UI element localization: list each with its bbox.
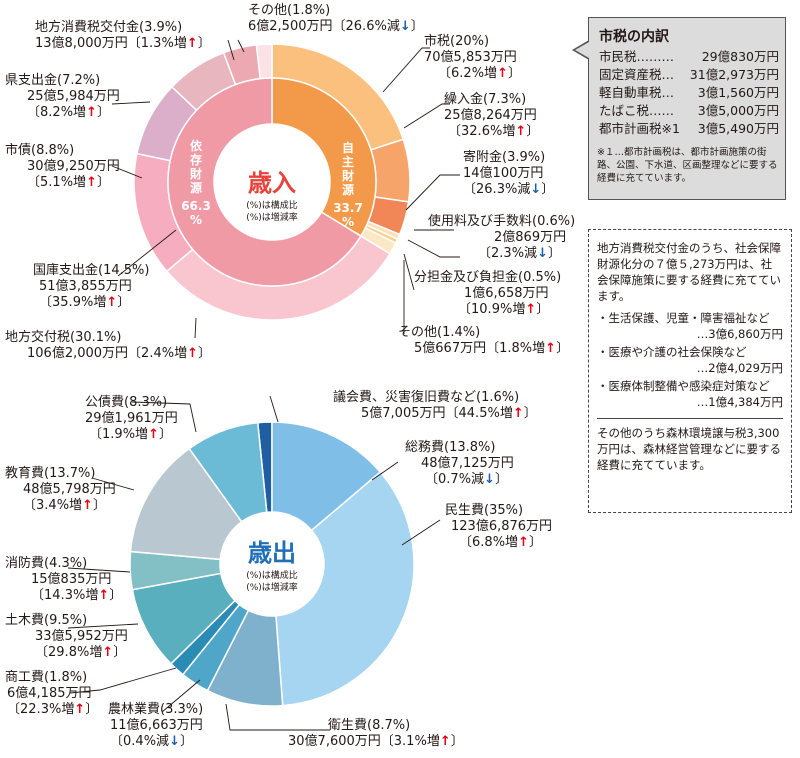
rev-label-kifukin: 寄附金(3.9%) 14億100万円 〔26.3%減↓〕 (463, 150, 555, 197)
exp-label-kosai: 公債費(8.3%) 29億1,961万円 〔1.9%増↑〕 (85, 395, 178, 442)
expenditure-donut (129, 421, 415, 707)
leader-line (407, 239, 460, 258)
rev-label-chiho-shohizei: 地方消費税交付金(3.9%) 13億8,000万円〔1.3%増↑〕 (35, 20, 211, 51)
leader-line (111, 165, 143, 179)
leader-line (69, 667, 177, 694)
leader-line (225, 703, 330, 731)
inner-pct-jishu: 33.7 (333, 201, 363, 215)
leader-line (67, 623, 139, 629)
leader-line (237, 39, 245, 53)
expenditure-slice (271, 421, 382, 532)
leader-line (91, 477, 135, 491)
exp-label-kyoiku: 教育費(13.7%) 48億5,798万円 〔3.4%増↑〕 (5, 466, 116, 513)
inner-pct-sign: % (342, 215, 354, 229)
rev-label-shisai: 市債(8.8%) 30億9,250万円 〔5.1%増↑〕 (5, 143, 120, 190)
info-intro: 地方消費税交付金のうち、社会保障財源化分の７億５,273万円は、社会保障施策に要… (597, 241, 781, 303)
expenditure-slice (275, 471, 415, 707)
revenue-slice (369, 138, 411, 203)
leader-line (161, 679, 201, 713)
expenditure-slice (188, 421, 268, 523)
info-footer: その他のうち森林環境譲与税3,300万円は、森林経営管理などに要する経費に充てて… (597, 426, 781, 472)
rev-label-kenshishutsu: 県支出金(7.2%) 25億5,984万円 〔8.2%増↑〕 (5, 73, 120, 120)
exp-label-shobo: 消防費(4.3%) 15億835万円 〔14.3%増↑〕 (5, 556, 123, 603)
rev-label-kokko: 国庫支出金(14.5%) 51億3,855万円 〔35.9%増↑〕 (33, 263, 150, 310)
expenditure-center-note-2: (%)は増減率 (246, 581, 298, 593)
exp-label-eisei: 衛生費(8.7%) 30億7,600万円〔3.1%増↑〕 (288, 718, 464, 749)
expenditure-slice (129, 447, 243, 561)
exp-label-minsei: 民生費(35%) 123億6,876万円 〔6.8%増↑〕 (445, 503, 553, 550)
city-tax-box-title: 市税の内訳 (599, 29, 669, 45)
rev-label-kofuzei: 地方交付税(30.1%) 106億2,000万円〔2.4%増↑〕 (5, 330, 212, 361)
leader-line (67, 567, 131, 573)
leader-line (401, 519, 441, 546)
info-item: ・生活保護、児童・障害福祉など …3億6,860万円 (597, 311, 783, 341)
consumption-tax-info-box: 地方消費税交付金のうち、社会保障財源化分の７億５,273万円は、社会保障施策に要… (588, 229, 792, 513)
revenue-center-note-1: (%)は構成比 (246, 199, 298, 211)
inner-label-izon: 依存財源 (189, 138, 203, 195)
exp-label-gikai: 議会費、災害復旧費など(1.6%) 5億7,005万円〔44.5%増↑〕 (333, 390, 537, 421)
info-item: ・医療や介護の社会保険など …2億4,029万円 (597, 345, 783, 375)
leader-line (194, 317, 197, 339)
leader-line (371, 461, 399, 481)
leader-line (269, 395, 279, 423)
rev-label-shizei: 市税(20%) 70億5,853万円 〔6.2%増↑〕 (424, 34, 521, 81)
inner-pct-sign: % (190, 213, 202, 227)
inner-label-jishu: 自主財源 (341, 140, 354, 197)
city-tax-breakdown-box: 市税の内訳 市民税……… 29億830万円 固定資産税… 31億2,973万円 軽自… (572, 17, 786, 200)
inner-ring-labels: 自主財源 33.7% 依存財源 66.3% (181, 138, 363, 229)
leader-line (227, 39, 235, 61)
info-item: ・医療体制整備や感染症対策など …1億4,384万円 (597, 379, 783, 409)
revenue-donut (133, 43, 411, 321)
expenditure-center-note-1: (%)は構成比 (246, 569, 298, 581)
revenue-center-title: 歳入 (248, 169, 296, 197)
rev-label-sonota-top: その他(1.8%) 6億2,500万円〔26.6%減↓〕 (248, 3, 424, 34)
rev-label-sonota-2: その他(1.4%) 5億667万円〔1.8%増↑〕 (398, 325, 570, 356)
inner-pct-izon: 66.3 (181, 199, 211, 213)
leader-line (111, 101, 151, 105)
revenue-center-hole (214, 124, 330, 240)
leader-line (382, 47, 430, 93)
rev-label-kurireikin: 繰入金(7.3%) 25億8,264万円 〔32.6%増↑〕 (444, 92, 540, 139)
revenue-inner-slice (167, 77, 362, 287)
expenditure-center-title: 歳出 (248, 539, 296, 567)
leader-line (403, 103, 450, 129)
exp-label-shoko: 商工費(1.8%) 6億4,185万円 〔22.3%増↑〕 (5, 670, 99, 717)
leader-line (117, 229, 177, 277)
exp-label-doboku: 土木費(9.5%) 33億5,952万円 〔29.8%増↑〕 (5, 613, 128, 660)
revenue-center-note-2: (%)は増減率 (246, 211, 298, 223)
exp-label-somu: 総務費(13.8%) 48億7,125万円 〔0.7%減↓〕 (405, 440, 514, 487)
city-tax-note: ※１…都市計画税は、都市計画施策の街路、公園、下水道、区画整理などに要する経費に… (597, 147, 778, 184)
exp-label-norin: 農林業費(3.3%) 11億6,663万円 〔0.4%減↓〕 (108, 702, 204, 749)
rev-label-buntan: 分担金及び負担金(0.5%) 1億6,658万円 〔10.9%増↑〕 (414, 270, 562, 317)
leader-line (403, 253, 415, 291)
leader-line (405, 174, 460, 211)
center-labels: 歳入 (%)は構成比 (%)は増減率 歳出 (%)は構成比 (%)は増減率 (246, 169, 298, 593)
divider (597, 418, 783, 419)
rev-label-shiyoryo: 使用料及び手数料(0.6%) 2億869万円 〔2.3%減↓〕 (428, 214, 576, 261)
leader-line (131, 401, 197, 433)
leader-lines (67, 39, 460, 731)
